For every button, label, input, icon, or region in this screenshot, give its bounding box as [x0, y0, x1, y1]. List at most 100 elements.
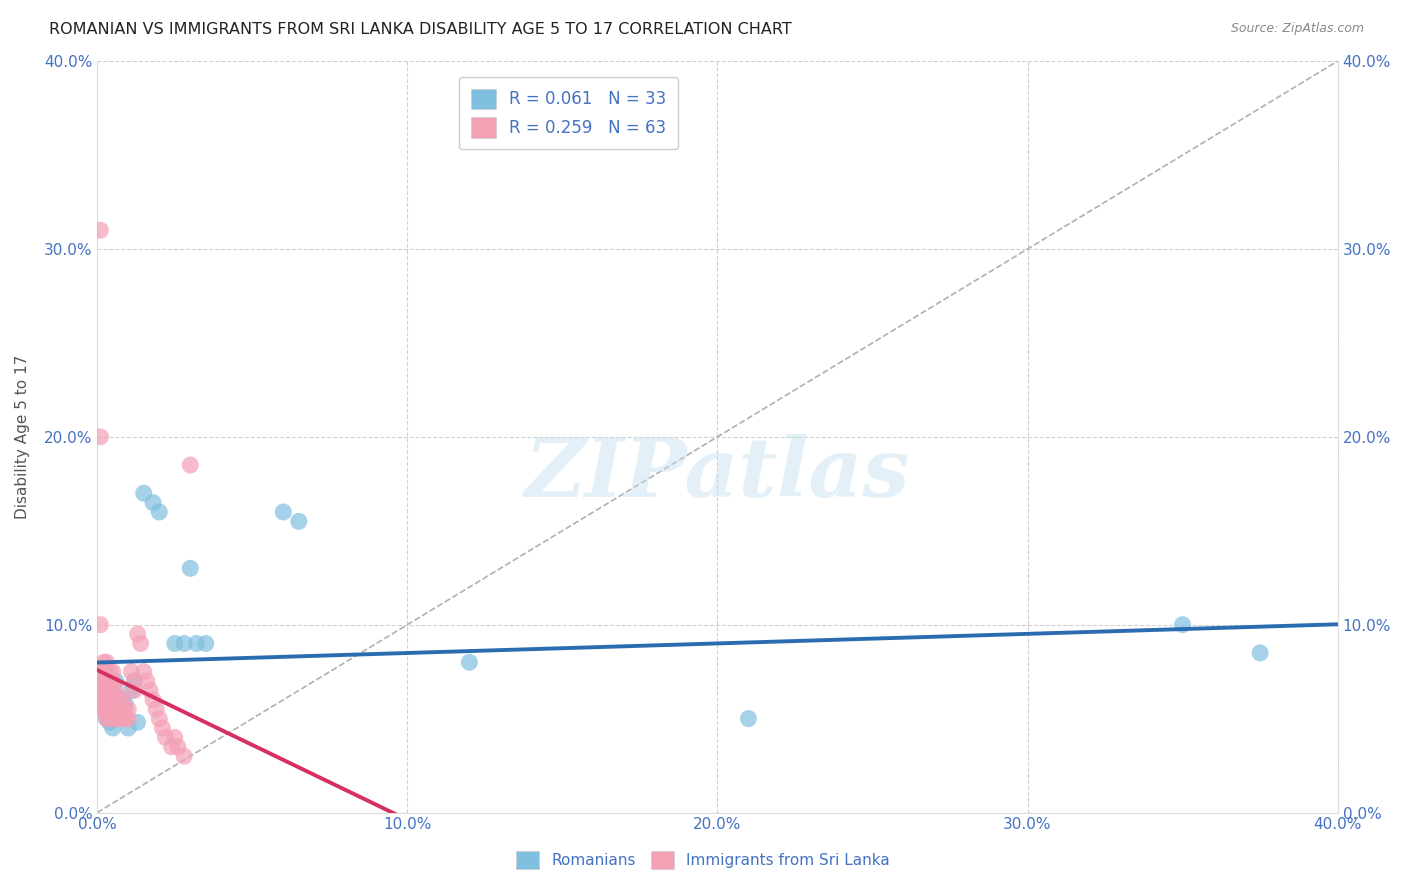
Point [96, 702, 118, 716]
Point [101, 702, 124, 716]
Legend: Romanians, Immigrants from Sri Lanka: Romanians, Immigrants from Sri Lanka [510, 845, 896, 875]
Point [117, 702, 139, 716]
Point [98, 715, 121, 730]
Point [98, 712, 121, 726]
Point [194, 636, 217, 650]
Point [89, 223, 111, 237]
Point [150, 721, 173, 735]
Point [163, 636, 186, 650]
Point [186, 636, 208, 650]
Point [96, 655, 118, 669]
Point [132, 665, 155, 679]
Point [108, 712, 131, 726]
Point [111, 693, 134, 707]
Point [101, 721, 124, 735]
Point [96, 665, 118, 679]
Point [1171, 617, 1194, 632]
Point [89, 430, 111, 444]
Text: ROMANIAN VS IMMIGRANTS FROM SRI LANKA DISABILITY AGE 5 TO 17 CORRELATION CHART: ROMANIAN VS IMMIGRANTS FROM SRI LANKA DI… [49, 22, 792, 37]
Point [101, 693, 124, 707]
Point [93, 674, 115, 689]
Point [108, 702, 131, 716]
Point [93, 683, 115, 698]
Point [120, 665, 142, 679]
Point [104, 702, 127, 716]
Point [98, 678, 121, 692]
Point [114, 697, 136, 711]
Point [111, 702, 134, 716]
Point [179, 561, 201, 575]
Point [101, 712, 124, 726]
Point [117, 721, 139, 735]
Point [104, 693, 127, 707]
Point [120, 683, 142, 698]
Point [104, 689, 127, 703]
Point [96, 702, 118, 716]
Point [96, 689, 118, 703]
Point [737, 712, 759, 726]
Text: Source: ZipAtlas.com: Source: ZipAtlas.com [1230, 22, 1364, 36]
Point [111, 693, 134, 707]
Point [127, 715, 149, 730]
Point [458, 655, 481, 669]
Point [132, 486, 155, 500]
Point [101, 665, 124, 679]
Point [98, 674, 121, 689]
Point [145, 702, 167, 716]
Point [167, 739, 190, 754]
Point [101, 674, 124, 689]
Point [98, 702, 121, 716]
Point [129, 636, 152, 650]
Point [101, 702, 124, 716]
Point [93, 665, 115, 679]
Point [89, 693, 111, 707]
Point [93, 697, 115, 711]
Legend: R = 0.061   N = 33, R = 0.259   N = 63: R = 0.061 N = 33, R = 0.259 N = 63 [460, 77, 678, 149]
Point [89, 665, 111, 679]
Point [111, 712, 134, 726]
Point [173, 749, 195, 764]
Point [96, 712, 118, 726]
Point [89, 702, 111, 716]
Point [96, 674, 118, 689]
Point [117, 712, 139, 726]
Point [124, 674, 146, 689]
Point [114, 702, 136, 716]
Point [93, 683, 115, 698]
Text: ZIPatlas: ZIPatlas [524, 434, 910, 515]
Point [93, 655, 115, 669]
Point [89, 683, 111, 698]
Point [288, 514, 311, 528]
Point [173, 636, 195, 650]
Point [93, 693, 115, 707]
Point [104, 674, 127, 689]
Point [139, 683, 162, 698]
Point [98, 665, 121, 679]
Point [104, 712, 127, 726]
Point [98, 683, 121, 698]
Point [89, 674, 111, 689]
Point [160, 739, 183, 754]
Point [135, 674, 157, 689]
Point [114, 712, 136, 726]
Point [104, 683, 127, 698]
Point [108, 693, 131, 707]
Point [163, 731, 186, 745]
Point [179, 458, 201, 472]
Point [89, 617, 111, 632]
Point [142, 693, 165, 707]
Point [1249, 646, 1271, 660]
Point [124, 683, 146, 698]
Point [271, 505, 294, 519]
Point [155, 731, 177, 745]
Point [96, 712, 118, 726]
Point [96, 683, 118, 698]
Point [89, 693, 111, 707]
Point [142, 495, 165, 509]
Point [127, 627, 149, 641]
Point [148, 712, 170, 726]
Y-axis label: Disability Age 5 to 17: Disability Age 5 to 17 [15, 355, 30, 519]
Point [108, 707, 131, 722]
Point [101, 683, 124, 698]
Point [124, 674, 146, 689]
